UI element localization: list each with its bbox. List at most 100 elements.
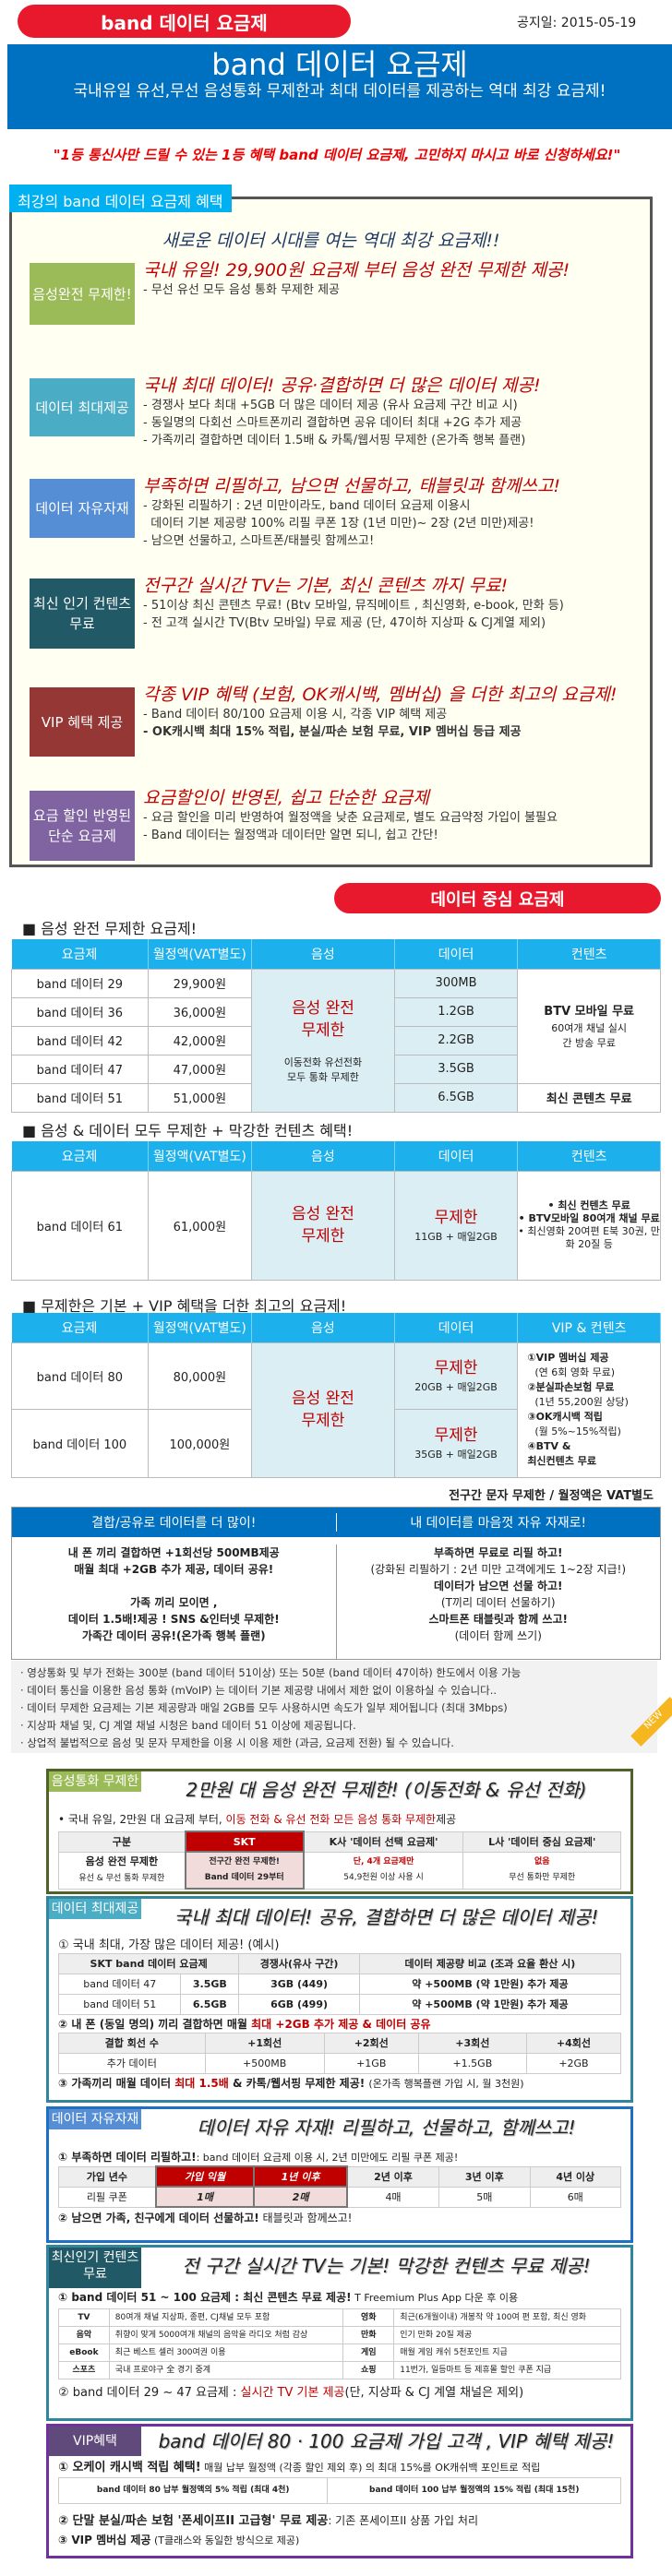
benefit-headline: 각종 VIP 혜택 (보험, OK캐시백, 멤버십) 을 더한 최고의 요금제! (143, 685, 618, 705)
combo-line: 가족간 데이터 공유!(온가족 행복 플랜) (81, 1629, 266, 1642)
vip-item: ①VIP 멤버십 제공 (527, 1352, 609, 1364)
voice-unlimited: 음성 완전 무제한 (291, 1389, 354, 1430)
bullet-highlight: 이동 전화 & 유선 전화 모든 음성 통화 무제한 (225, 1813, 437, 1826)
table-cell: 게임 (342, 2343, 395, 2362)
plan-data: 3.5GB (393, 1054, 519, 1084)
table-cell: band 데이터 47 (57, 1974, 182, 1995)
voice-box-headline: 2만원 대 음성 완전 무제한! (이동전화 & 유선 전화) (186, 1779, 587, 1801)
col-header: +1회선 (204, 2033, 325, 2054)
point-1: ① 국내 최대, 가장 많은 데이터 제공! (예시) (58, 1938, 280, 1952)
table-cell: 3GB (449) (238, 1974, 360, 1995)
vip-item: (연 6회 영화 무료) (534, 1366, 616, 1378)
voice-box: 음성통화 무제한 2만원 대 음성 완전 무제한! (이동전화 & 유선 전화)… (46, 1769, 633, 1894)
benefit-line: - 무선 유선 모두 음성 통화 무제한 제공 (143, 283, 341, 297)
table-row: TV 80여개 채널 지상파, 종편, CJ채널 모두 포함 영화 최근(6개월이내)… (58, 2308, 621, 2327)
vip-box-label: VIP혜택 (49, 2427, 141, 2456)
table-cell: +2GB (525, 2053, 622, 2074)
content-line: • 최신 컨텐츠 무료 (547, 1199, 630, 1211)
point-2-note: : 기존 폰세이프II 상품 가입 처리 (328, 2514, 478, 2527)
vip-box: VIP혜택 band 데이터 80 · 100 요금제 가입 고객 , VIP … (46, 2424, 633, 2558)
table-cell: +500MB (204, 2053, 325, 2074)
col-header-skt: SKT (184, 1831, 305, 1853)
data-unlimited: 무제한 (434, 1426, 478, 1445)
benefit-line: - 경쟁사 보다 최대 +5GB 더 많은 데이터 제공 (유사 요금제 구간 … (143, 399, 518, 412)
point-2-note: (단, 지상파 & CJ 계열 채널은 제외) (344, 2386, 524, 2400)
benefits-subtitle: 새로운 데이터 시대를 여는 역대 최강 요금제!! (162, 231, 500, 251)
combo-line (12, 1578, 336, 1594)
plan-data: 6.5GB (393, 1082, 519, 1113)
plan-name: band 데이터 47 (11, 1054, 149, 1084)
col-header: 1년 이후 (253, 2165, 348, 2188)
col-voice: 음성 (251, 939, 395, 969)
table3-title: ■ 무제한은 기본 + VIP 혜택을 더한 최고의 요금제! (22, 1297, 347, 1315)
plan-name: band 데이터 29 (11, 968, 149, 998)
col-price: 월정액(VAT별도) (148, 1313, 253, 1342)
note-item: · 영상통화 및 부가 전화는 300분 (band 데이터 51이상) 또는 … (20, 1666, 522, 1679)
benefit-row: 요금 할인 반영된 단순 요금제 요금할인이 반영된, 쉽고 단순한 요금제 - 요… (30, 788, 650, 861)
voice-unlimited: 음성 완전 무제한 (291, 1205, 354, 1246)
col-data: 데이터 (394, 1313, 519, 1342)
col-plan: 요금제 (11, 939, 149, 969)
benefit-line: - 51이상 최신 콘텐츠 무료! (Btv 모바일, 뮤직메이트 , 최신영화… (143, 599, 564, 613)
col-header: +4회선 (525, 2033, 622, 2054)
row-sub: 유선 & 무선 통화 무제한 (78, 1874, 165, 1883)
benefit-label: 음성완전 무제한! (30, 263, 135, 325)
col-header: 4년 이상 (529, 2165, 621, 2188)
content-last: 최신 콘텐츠 무료 (517, 1082, 661, 1113)
table-cell: 최근 베스트 셀러 300여권 이용 (108, 2343, 344, 2362)
table-row: band 데이터 47 3.5GB 3GB (449) 약 +500MB (약 1만원… (57, 1974, 622, 1995)
plan-price: 100,000원 (147, 1408, 253, 1478)
note-item: · 데이터 무제한 요금제는 기본 제공량과 매일 2GB를 모두 사용하시면 … (20, 1701, 508, 1714)
benefits-tab: 최강의 band 데이터 요금제 혜택 (9, 185, 232, 212)
hero-banner: band 데이터 요금제 국내유일 유선,무선 음성통화 무제한과 최대 데이터… (7, 44, 672, 129)
plans-footnote: 전구간 문자 무제한 / 월정액은 VAT별도 (449, 1489, 654, 1503)
note-item: · 데이터 통신을 이용한 음성 통화 (mVoIP) 는 데이터 기본 제공량… (20, 1684, 498, 1697)
data-unlimited: 무제한 (434, 1359, 478, 1377)
content-table: TV 80여개 채널 지상파, 종편, CJ채널 모두 포함 영화 최근(6개월이내)… (58, 2308, 621, 2379)
plan-name: band 데이터 61 (11, 1170, 149, 1281)
content-main: BTV 모바일 무료 (544, 1004, 634, 1019)
free-box: 데이터 자유자재 데이터 자유 자재! 리필하고, 선물하고, 함께쓰고! ① … (46, 2106, 633, 2243)
point-3-note: (온가족 행복플랜 가입 시, 월 3천원) (368, 2078, 524, 2090)
notice-date: 공지일: 2015-05-19 (517, 16, 637, 30)
table-cell: 만화 (342, 2326, 395, 2344)
benefit-headline: 전구간 실시간 TV는 기본, 최신 콘텐츠 까지 무료! (143, 576, 509, 596)
table-cell: 음악 (58, 2326, 110, 2344)
table-cell: 1매 (154, 2186, 256, 2208)
note-item: · 지상파 채널 및, CJ 계열 채널 시청은 band 데이터 51 이상에… (20, 1719, 356, 1732)
col-content: 컨텐츠 (517, 939, 661, 969)
data-sub: 20GB + 매일2GB (414, 1381, 498, 1393)
point-3: ③ VIP 멤버십 제공 (58, 2534, 151, 2546)
point-3: ③ 가족끼리 매월 데이터 (58, 2077, 175, 2090)
plan-price: 47,000원 (147, 1054, 253, 1084)
plan-price: 36,000원 (147, 996, 253, 1027)
table-row: 음악 취향이 맞게 5000여개 채널의 음악을 라디오 처럼 감상 만화 인기 만화… (58, 2326, 621, 2344)
benefit-headline: 부족하면 리필하고, 남으면 선물하고, 태블릿과 함께쓰고! (143, 476, 560, 496)
table-cell: TV (58, 2308, 110, 2327)
refill-table: 가입 년수 가입 익월 1년 이후 2년 이후 3년 이후 4년 이상 리필 쿠폰 1매 2매 4… (57, 2165, 621, 2208)
benefit-headline: 요금할인이 반영된, 쉽고 단순한 요금제 (143, 788, 429, 808)
table-row: 추가 데이터 +500MB +1GB +1.5GB +2GB (58, 2053, 622, 2074)
table-cell: 6GB (499) (238, 1994, 360, 2015)
vip-item: 최신컨텐츠 무료 (527, 1455, 596, 1467)
benefit-row: 데이터 최대제공 국내 최대 데이터! 공유·결합하면 더 많은 데이터 제공! -… (30, 376, 650, 447)
benefit-line: - 남으면 선물하고, 스마트폰/태블릿 함께쓰고! (143, 534, 375, 548)
benefit-label: 데이터 최대제공 (30, 378, 135, 436)
table-row: 리필 쿠폰 1매 2매 4매 5매 6매 (57, 2186, 621, 2208)
plan-name: band 데이터 51 (11, 1082, 149, 1113)
cashback-80: band 데이터 80 납부 월정액의 5% 적립 (최대 4천) (57, 2477, 329, 2504)
k-value: 단, 4개 요금제만 (353, 1857, 414, 1866)
benefit-label: 요금 할인 반영된 단순 요금제 (30, 791, 135, 861)
vip-item: ④BTV & (527, 1440, 571, 1452)
table-cell: eBook (58, 2343, 110, 2362)
benefit-row: VIP 혜택 제공 각종 VIP 혜택 (보험, OK캐시백, 멤버십) 을 더한… (30, 685, 650, 757)
col-header: SKT band 데이터 요금제 (57, 1953, 240, 1974)
table2-title: ■ 음성 & 데이터 모두 무제한 + 막강한 컨텐츠 혜택! (22, 1122, 354, 1139)
col-header: L사 '데이터 중심 요금제' (462, 1831, 621, 1853)
data-sub: 11GB + 매일2GB (414, 1231, 498, 1243)
voice-sub: 이동전화 유선전화 모두 통화 무제한 (283, 1055, 363, 1083)
col-header: 구분 (57, 1831, 186, 1853)
data-box: 데이터 최대제공 국내 최대 데이터! 공유, 결합하면 더 많은 데이터 제공… (46, 1896, 633, 2103)
table-cell: 인기 만화 20질 제공 (393, 2326, 621, 2344)
point-3-note: (T클래스와 동일한 방식으로 제공) (150, 2534, 300, 2546)
